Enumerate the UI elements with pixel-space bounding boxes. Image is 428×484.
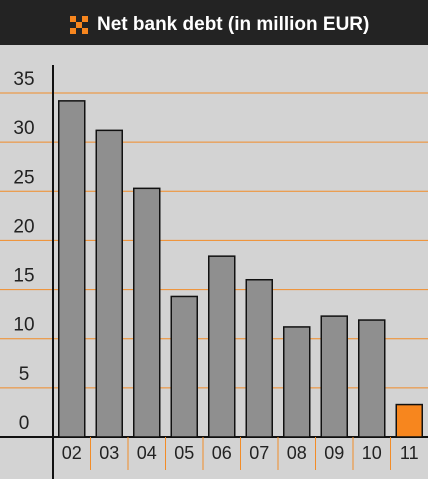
x-tick-label: 10 bbox=[362, 443, 382, 463]
bar bbox=[245, 278, 273, 438]
x-tick-label: 05 bbox=[174, 443, 194, 463]
x-tick-label: 06 bbox=[212, 443, 232, 463]
bar bbox=[133, 187, 161, 438]
bar bbox=[320, 315, 348, 438]
header-bar bbox=[0, 0, 428, 45]
bar bbox=[208, 255, 236, 438]
y-tick-label: 5 bbox=[19, 364, 30, 385]
x-tick-label: 11 bbox=[400, 443, 419, 463]
x-tick-label: 08 bbox=[287, 443, 307, 463]
y-tick-label: 30 bbox=[13, 118, 34, 139]
bar bbox=[358, 319, 386, 438]
bar bbox=[95, 129, 123, 438]
chart-title: Net bank debt (in million EUR) bbox=[97, 14, 369, 35]
x-tick-label: 09 bbox=[324, 443, 344, 463]
x-tick-label: 07 bbox=[249, 443, 269, 463]
x-tick-label: 02 bbox=[62, 443, 82, 463]
y-tick-label: 10 bbox=[13, 315, 34, 336]
bar bbox=[395, 403, 423, 438]
y-tick-label: 20 bbox=[13, 216, 34, 237]
y-tick-label: 15 bbox=[13, 266, 34, 287]
bar bbox=[170, 295, 198, 438]
bar bbox=[283, 326, 311, 438]
x-tick-label: 04 bbox=[137, 443, 157, 463]
y-tick-label: 0 bbox=[19, 413, 30, 434]
y-tick-label: 35 bbox=[13, 69, 34, 90]
bar bbox=[58, 100, 86, 438]
header-icon bbox=[70, 16, 88, 34]
y-tick-label: 25 bbox=[13, 167, 34, 188]
x-tick-label: 03 bbox=[99, 443, 119, 463]
